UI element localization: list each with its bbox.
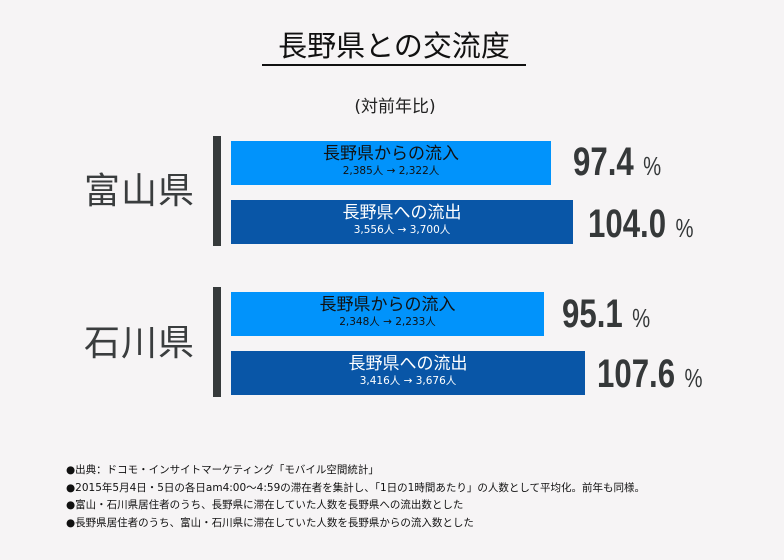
chart-subtitle: (対前年比) <box>354 97 436 117</box>
bar-label: 長野県への流出 <box>348 354 468 374</box>
value-unit: % <box>675 213 694 243</box>
value-ishikawa-inflow: 95.1% <box>562 292 650 340</box>
value-toyama-inflow: 97.4% <box>573 140 661 188</box>
value-number: 107.6 <box>597 352 676 396</box>
footnote-inflow-definition: ●長野県居住者のうち、富山・石川県に滞在していた人数を長野県からの流入数とした <box>66 516 474 529</box>
chart-title: 長野県との交流度 <box>262 28 526 66</box>
bar-detail: 2,348人 → 2,233人 <box>339 316 436 328</box>
group-divider-toyama <box>213 136 221 246</box>
bar-label: 長野県への流出 <box>342 203 462 223</box>
bar-label: 長野県からの流入 <box>323 144 459 164</box>
footnote-outflow-definition: ●富山・石川県居住者のうち、長野県に滞在していた人数を長野県への流出数とした <box>66 499 464 511</box>
value-toyama-outflow: 104.0% <box>588 202 693 250</box>
footnote-method: ●2015年5月4日・5日の各日am4:00～4:59の滞在者を集計し、「1日の… <box>66 481 646 494</box>
bar-toyama-outflow: 長野県への流出 3,556人 → 3,700人 <box>231 200 573 244</box>
footnote-source: ●出典：ドコモ・インサイトマーケティング「モバイル空間統計」 <box>66 464 379 476</box>
bar-toyama-inflow: 長野県からの流入 2,385人 → 2,322人 <box>231 141 551 185</box>
bar-label: 長野県からの流入 <box>319 295 456 315</box>
bar-detail: 3,556人 → 3,700人 <box>353 224 451 236</box>
value-unit: % <box>684 363 703 393</box>
group-divider-ishikawa <box>213 287 221 397</box>
group-label-toyama: 富山県 <box>84 171 196 212</box>
value-unit: % <box>632 303 651 333</box>
bar-detail: 2,385人 → 2,322人 <box>342 165 440 177</box>
footnotes: ●出典：ドコモ・インサイトマーケティング「モバイル空間統計」 ●2015年5月4… <box>66 462 645 532</box>
value-number: 95.1 <box>562 292 623 336</box>
bar-ishikawa-outflow: 長野県への流出 3,416人 → 3,676人 <box>231 351 585 395</box>
value-number: 104.0 <box>588 202 667 246</box>
value-ishikawa-outflow: 107.6% <box>597 352 702 400</box>
group-label-ishikawa: 石川県 <box>84 323 196 364</box>
bar-detail: 3,416人 → 3,676人 <box>359 375 457 387</box>
value-unit: % <box>643 151 662 181</box>
value-number: 97.4 <box>573 140 634 184</box>
bar-ishikawa-inflow: 長野県からの流入 2,348人 → 2,233人 <box>231 292 544 336</box>
